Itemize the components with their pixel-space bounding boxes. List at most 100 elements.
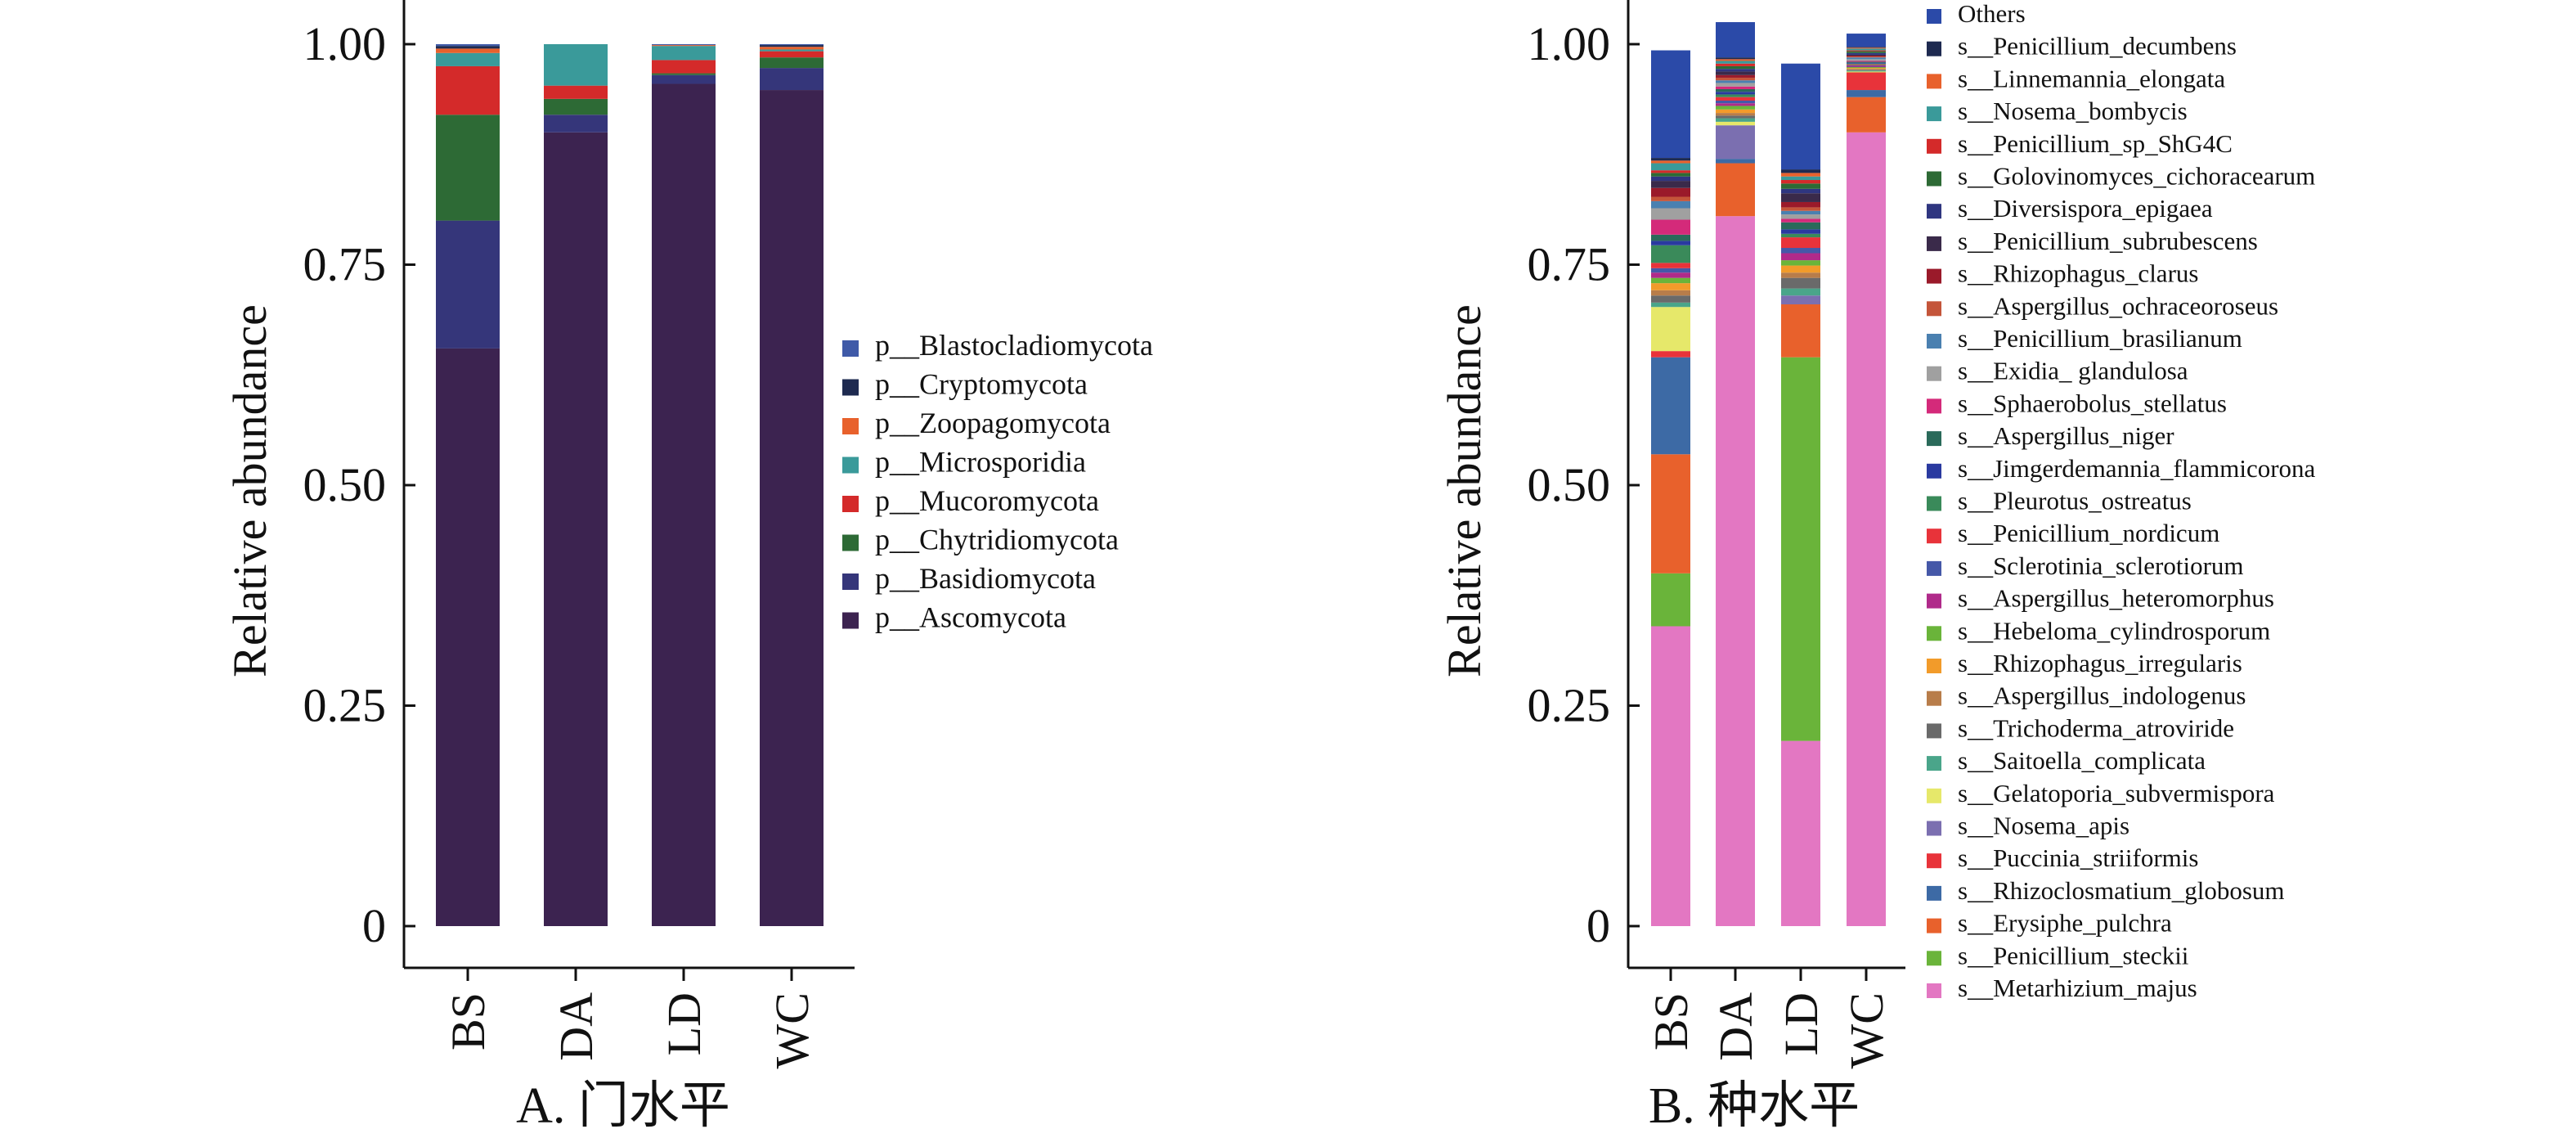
legend-label: s__Sclerotinia_sclerotiorum <box>1958 551 2244 580</box>
x-category-label: LD <box>1775 992 1828 1055</box>
bar-segment-ld-1 <box>652 74 716 84</box>
bar-segment-da-11 <box>1716 106 1755 110</box>
bar-segment-bs-5 <box>436 48 500 53</box>
legend-label: s__Saitoella_complicata <box>1958 746 2206 775</box>
y-tick-label: 1.00 <box>303 17 387 70</box>
legend-label: s__Nosema_apis <box>1958 812 2129 840</box>
bar-segment-bs-13 <box>1651 268 1690 273</box>
bar-segment-da-9 <box>1716 113 1755 116</box>
bar-segment-ld-12 <box>1781 253 1820 261</box>
bar-segment-wc-10 <box>1847 68 1886 70</box>
legend-label: s__Aspergillus_niger <box>1958 421 2174 450</box>
bar-segment-da-14 <box>1716 97 1755 101</box>
bar-segment-ld-25 <box>1781 183 1820 189</box>
legend-swatch <box>1927 821 1941 836</box>
legend-swatch <box>1927 853 1941 869</box>
bar-segment-bs-1 <box>436 220 500 349</box>
legend-label: p__Basidiomycota <box>875 562 1096 595</box>
legend-label: s__Metarhizium_majus <box>1958 974 2197 1002</box>
bar-segment-da-1 <box>544 115 608 133</box>
bar-segment-ld-10 <box>1781 265 1820 273</box>
bar-segment-da-16 <box>1716 92 1755 95</box>
bar-segment-wc-3 <box>760 51 824 58</box>
bar-segment-da-5 <box>1716 125 1755 160</box>
legend-swatch <box>1927 463 1941 479</box>
legend-label: s__Rhizophagus_irregularis <box>1958 649 2242 677</box>
legend-swatch <box>1927 951 1941 966</box>
legend-swatch <box>1927 788 1941 803</box>
bar-segment-bs-30 <box>1651 50 1690 159</box>
bar-segment-da-25 <box>1716 65 1755 70</box>
bar-segment-ld-28 <box>1781 173 1820 177</box>
bar-segment-bs-9 <box>1651 290 1690 296</box>
bar-segment-da-20 <box>1716 80 1755 83</box>
legend-swatch <box>1927 138 1941 154</box>
bar-segment-da-4 <box>544 44 608 86</box>
legend-swatch <box>842 534 859 551</box>
bar-segment-wc-0 <box>760 90 824 926</box>
bar-segment-wc-5 <box>760 47 824 50</box>
bar-segment-da-2 <box>1716 163 1755 217</box>
legend-swatch <box>1927 918 1941 933</box>
bar-segment-bs-7 <box>436 44 500 47</box>
legend-swatch <box>1927 366 1941 381</box>
panel-b-species-chart: 0 0.25 0.50 0.75 1.00 BS DA LD WC Relative abund… <box>1438 0 2316 1134</box>
legend-label: p__Chytridiomycota <box>875 524 1119 556</box>
bar-segment-da-8 <box>1716 115 1755 119</box>
legend-swatch <box>1927 236 1941 251</box>
bar-segment-ld-29 <box>1781 169 1820 173</box>
panel-b-bars <box>1651 22 1886 927</box>
bar-segment-bs-28 <box>1651 160 1690 164</box>
legend-label: s__Aspergillus_indologenus <box>1958 681 2246 710</box>
bar-segment-da-0 <box>1716 216 1755 927</box>
bar-segment-wc-4 <box>1847 72 1886 91</box>
legend-swatch <box>1927 268 1941 284</box>
bar-segment-ld-26 <box>1781 180 1820 184</box>
legend-swatch <box>1927 301 1941 317</box>
bar-segment-da-2 <box>544 98 608 115</box>
legend-label: s__Erysiphe_pulchra <box>1958 909 2172 938</box>
legend-swatch <box>1927 529 1941 544</box>
bar-segment-ld-4 <box>652 46 716 61</box>
bar-segment-wc-2 <box>1847 97 1886 133</box>
legend-label: s__Puccinia_striiformis <box>1958 843 2198 872</box>
bar-segment-bs-20 <box>1651 200 1690 209</box>
x-category-label: DA <box>550 992 603 1061</box>
legend-swatch <box>1927 9 1941 24</box>
legend-swatch <box>842 496 859 512</box>
bar-segment-da-7 <box>1716 118 1755 122</box>
bar-segment-bs-25 <box>1651 173 1690 177</box>
bar-segment-da-28 <box>1716 59 1755 61</box>
bar-segment-bs-1 <box>1651 573 1690 627</box>
bar-segment-bs-3 <box>436 65 500 115</box>
bar-segment-da-19 <box>1716 83 1755 87</box>
y-tick-label: 0.75 <box>1528 238 1611 291</box>
bar-segment-wc-7 <box>760 44 824 46</box>
y-tick-label: 1.00 <box>1528 17 1611 70</box>
bar-segment-wc-15 <box>1847 63 1886 65</box>
panel-b-axes: 0 0.25 0.50 0.75 1.00 BS DA LD WC <box>1528 0 1905 1068</box>
bar-segment-wc-6 <box>760 45 824 47</box>
panel-b-y-axis-title: Relative abundance <box>1438 304 1491 677</box>
panel-b-legend: Others s__Penicillium_decumbens s__Linnema… <box>1927 0 2316 1002</box>
bar-segment-ld-30 <box>1781 63 1820 170</box>
bar-segment-wc-13 <box>1847 65 1886 66</box>
bar-segment-da-29 <box>1716 57 1755 60</box>
bar-segment-ld-0 <box>1781 740 1820 926</box>
bar-segment-wc-21 <box>1847 56 1886 58</box>
bar-segment-ld-1 <box>1781 357 1820 741</box>
bar-segment-ld-20 <box>1781 210 1820 215</box>
legend-swatch <box>1927 74 1941 89</box>
y-tick-label: 0.25 <box>1528 679 1611 732</box>
bar-segment-wc-26 <box>1847 50 1886 52</box>
bar-segment-ld-2 <box>1781 304 1820 358</box>
bar-segment-wc-27 <box>1847 48 1886 51</box>
legend-swatch <box>1927 41 1941 56</box>
legend-label: p__Microsporidia <box>875 446 1086 479</box>
bar-segment-wc-11 <box>1847 67 1886 69</box>
bar-segment-wc-17 <box>1847 61 1886 63</box>
bar-segment-wc-16 <box>1847 62 1886 64</box>
legend-label: s__Jimgerdemannia_flammicorona <box>1958 454 2316 483</box>
bar-segment-ld-13 <box>1781 248 1820 254</box>
legend-swatch <box>842 573 859 590</box>
